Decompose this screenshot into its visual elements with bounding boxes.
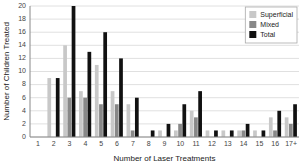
bar (198, 91, 202, 137)
x-tick-label: 13 (224, 140, 232, 147)
legend-label: Superficial (260, 11, 293, 19)
bar (237, 130, 241, 137)
y-axis: 0 2 4 6 8 10 12 14 16 18 20 (18, 2, 30, 140)
bar (103, 32, 107, 137)
grid (30, 6, 299, 137)
x-tick-label: 8 (147, 140, 151, 147)
x-tick-label: 6 (115, 140, 119, 147)
bar (277, 111, 281, 137)
y-tick-label: 2 (22, 120, 26, 127)
y-tick-label: 20 (18, 2, 26, 9)
bar (246, 124, 250, 137)
bar (47, 78, 51, 137)
bar (119, 58, 123, 137)
bar (151, 130, 155, 137)
x-tick-label: 3 (68, 140, 72, 147)
bar-series (56, 6, 297, 137)
legend-swatch (249, 21, 256, 28)
bar (115, 104, 119, 137)
bar (206, 130, 210, 137)
y-tick-label: 8 (22, 80, 26, 87)
bar (194, 117, 198, 137)
bar (253, 130, 257, 137)
legend-box (245, 7, 297, 43)
bar-series (47, 45, 288, 137)
y-tick-label: 0 (22, 133, 26, 140)
y-tick-label: 14 (18, 41, 26, 48)
bar (167, 124, 171, 137)
y-tick-label: 6 (22, 94, 26, 101)
bar (67, 98, 71, 137)
grid-line (30, 58, 299, 59)
bar (79, 91, 83, 137)
y-tick-label: 10 (18, 67, 26, 74)
x-tick-label: 9 (163, 140, 167, 147)
x-tick-label: 15 (256, 140, 264, 147)
bar (135, 98, 139, 137)
bar (289, 124, 293, 137)
bar (95, 65, 99, 137)
y-axis-line (30, 6, 31, 137)
bar (293, 104, 297, 137)
bar (182, 104, 186, 137)
grid-line (30, 71, 299, 72)
bar (178, 124, 182, 137)
grid-line (30, 6, 299, 7)
x-tick-label: 4 (83, 140, 87, 147)
grid-line (30, 137, 299, 138)
bar (214, 130, 218, 137)
bar (127, 104, 131, 137)
bar (273, 130, 277, 137)
x-tick-label: 5 (99, 140, 103, 147)
bar (262, 130, 266, 137)
bar (221, 130, 225, 137)
x-axis: 1234567891011121314151617+ (30, 137, 299, 147)
bar (242, 130, 246, 137)
bar (158, 130, 162, 137)
bar (87, 52, 91, 137)
y-tick-label: 18 (18, 15, 26, 22)
bar (99, 104, 103, 137)
legend-label: Total (260, 31, 275, 38)
bar (111, 91, 115, 137)
bar (83, 98, 87, 137)
y-axis-title: Number of Children Treated (2, 22, 11, 121)
bar (131, 130, 135, 137)
grid-line (30, 45, 299, 46)
x-tick-label: 11 (193, 140, 200, 147)
bar (269, 117, 273, 137)
chart: 0246810121416182012345678910111213141516… (0, 0, 305, 165)
x-axis-title: Number of Laser Treatments (114, 154, 216, 163)
bar (174, 130, 178, 137)
chart-container: 0246810121416182012345678910111213141516… (0, 0, 305, 165)
bar (63, 45, 67, 137)
legend-swatch (249, 11, 256, 18)
y-tick-label: 4 (22, 107, 26, 114)
y-tick-label: 12 (18, 54, 26, 61)
x-tick-label: 1 (36, 140, 40, 147)
bar (190, 111, 194, 137)
bar (56, 78, 60, 137)
x-tick-label: 14 (240, 140, 248, 147)
legend: Superficial Mixed Total (245, 7, 297, 43)
x-tick-label: 17+ (285, 140, 297, 147)
bar (285, 117, 289, 137)
bar-series (67, 98, 292, 137)
bar (72, 6, 76, 137)
bars (47, 6, 297, 137)
x-tick-label: 16 (271, 140, 279, 147)
grid-line (30, 84, 299, 85)
x-tick-label: 10 (176, 140, 184, 147)
legend-label: Mixed (260, 21, 279, 28)
bar (230, 130, 234, 137)
legend-swatch (249, 31, 256, 38)
x-tick-label: 7 (131, 140, 135, 147)
x-axis-line (30, 137, 299, 138)
x-tick-label: 2 (52, 140, 56, 147)
x-tick-label: 12 (208, 140, 216, 147)
y-tick-label: 16 (18, 28, 26, 35)
